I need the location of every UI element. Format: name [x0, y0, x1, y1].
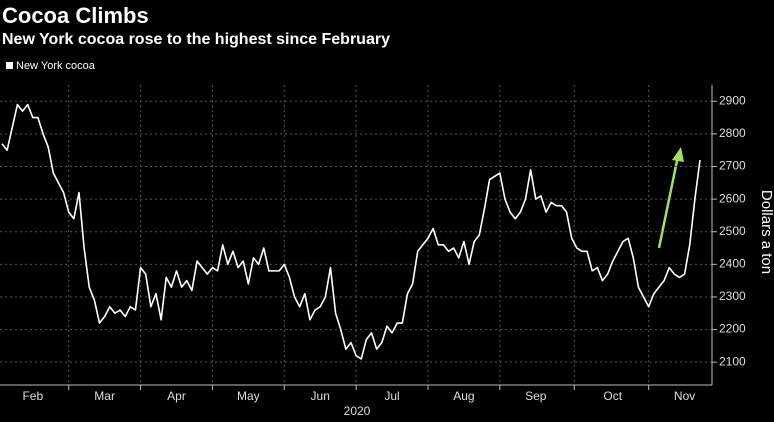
y-tick-label: 2900 — [719, 93, 746, 107]
chart-title: Cocoa Climbs — [2, 3, 149, 28]
annotation-arrowhead — [672, 147, 684, 162]
x-tick-label: Mar — [94, 389, 115, 403]
x-tick-label: Nov — [674, 389, 695, 403]
y-tick-label: 2700 — [719, 159, 746, 173]
x-tick-label: Jul — [384, 389, 399, 403]
x-tick-label: Jun — [311, 389, 330, 403]
x-tick-label: May — [237, 389, 260, 403]
x-axis-label: 2020 — [344, 404, 371, 418]
y-tick-label: 2300 — [719, 289, 746, 303]
x-tick-label: Feb — [22, 389, 43, 403]
chart-subtitle: New York cocoa rose to the highest since… — [2, 31, 390, 48]
y-axis-label: Dollars a ton — [758, 190, 774, 274]
y-tick-label: 2400 — [719, 257, 746, 271]
y-tick-label: 2200 — [719, 322, 746, 336]
annotation-arrow — [657, 155, 680, 249]
y-tick-label: 2500 — [719, 224, 746, 238]
y-tick-label: 2600 — [719, 191, 746, 205]
x-tick-label: Aug — [453, 389, 474, 403]
legend-swatch — [6, 62, 13, 69]
legend-label: New York cocoa — [16, 60, 96, 72]
y-tick-label: 2100 — [719, 354, 746, 368]
x-tick-label: Apr — [167, 389, 186, 403]
y-tick-label: 2800 — [719, 126, 746, 140]
x-tick-label: Sep — [525, 389, 547, 403]
x-tick-label: Oct — [603, 389, 622, 403]
line — [1, 103, 701, 360]
